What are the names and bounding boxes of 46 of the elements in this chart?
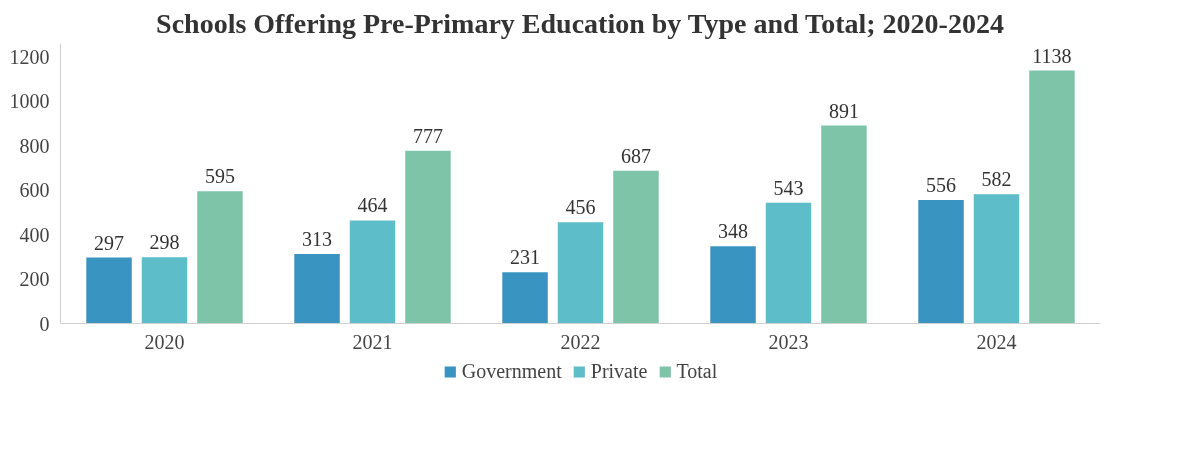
x-tick-label: 2021 bbox=[352, 330, 393, 353]
chart-title: Schools Offering Pre-Primary Education by Type and Total; 2020-2024 bbox=[156, 7, 1004, 39]
y-tick-label: 200 bbox=[19, 268, 50, 291]
data-label: 1138 bbox=[1032, 44, 1072, 67]
x-tick-label: 2023 bbox=[768, 330, 809, 353]
bar bbox=[973, 194, 1020, 324]
data-label: 348 bbox=[718, 220, 749, 243]
y-tick-label: 600 bbox=[19, 179, 50, 202]
legend-label: Private bbox=[590, 359, 648, 383]
bar bbox=[141, 257, 188, 324]
y-tick-label: 1000 bbox=[9, 90, 50, 113]
bar bbox=[294, 253, 340, 324]
data-label: 297 bbox=[94, 231, 125, 254]
bar bbox=[86, 257, 132, 324]
data-label: 298 bbox=[149, 231, 180, 254]
legend-label: Total bbox=[676, 359, 718, 383]
bar bbox=[502, 272, 548, 324]
bar bbox=[197, 191, 243, 324]
bar bbox=[918, 199, 964, 324]
bar bbox=[349, 220, 396, 324]
data-label: 777 bbox=[412, 124, 443, 147]
bar bbox=[613, 170, 659, 324]
data-label: 687 bbox=[620, 144, 651, 167]
data-label: 464 bbox=[357, 194, 388, 217]
bar bbox=[710, 246, 756, 324]
data-label: 556 bbox=[926, 173, 957, 196]
bar bbox=[557, 222, 604, 324]
data-label: 543 bbox=[773, 176, 804, 199]
data-label: 582 bbox=[981, 168, 1012, 191]
y-tick-label: 400 bbox=[19, 223, 50, 246]
y-tick-label: 800 bbox=[19, 134, 50, 157]
x-tick-label: 2022 bbox=[560, 330, 601, 353]
bar bbox=[821, 125, 867, 324]
x-tick-label: 2020 bbox=[144, 330, 185, 353]
bar bbox=[405, 150, 451, 324]
bar bbox=[1029, 70, 1075, 324]
data-label: 313 bbox=[302, 227, 333, 250]
legend-label: Government bbox=[461, 359, 562, 383]
y-tick-label: 0 bbox=[39, 312, 50, 335]
data-label: 231 bbox=[510, 246, 541, 269]
data-label: 891 bbox=[828, 99, 859, 122]
data-label: 595 bbox=[204, 165, 235, 188]
bar bbox=[765, 202, 812, 324]
y-tick-label: 1200 bbox=[9, 45, 50, 68]
x-tick-label: 2024 bbox=[976, 330, 1017, 353]
data-label: 456 bbox=[565, 196, 596, 219]
